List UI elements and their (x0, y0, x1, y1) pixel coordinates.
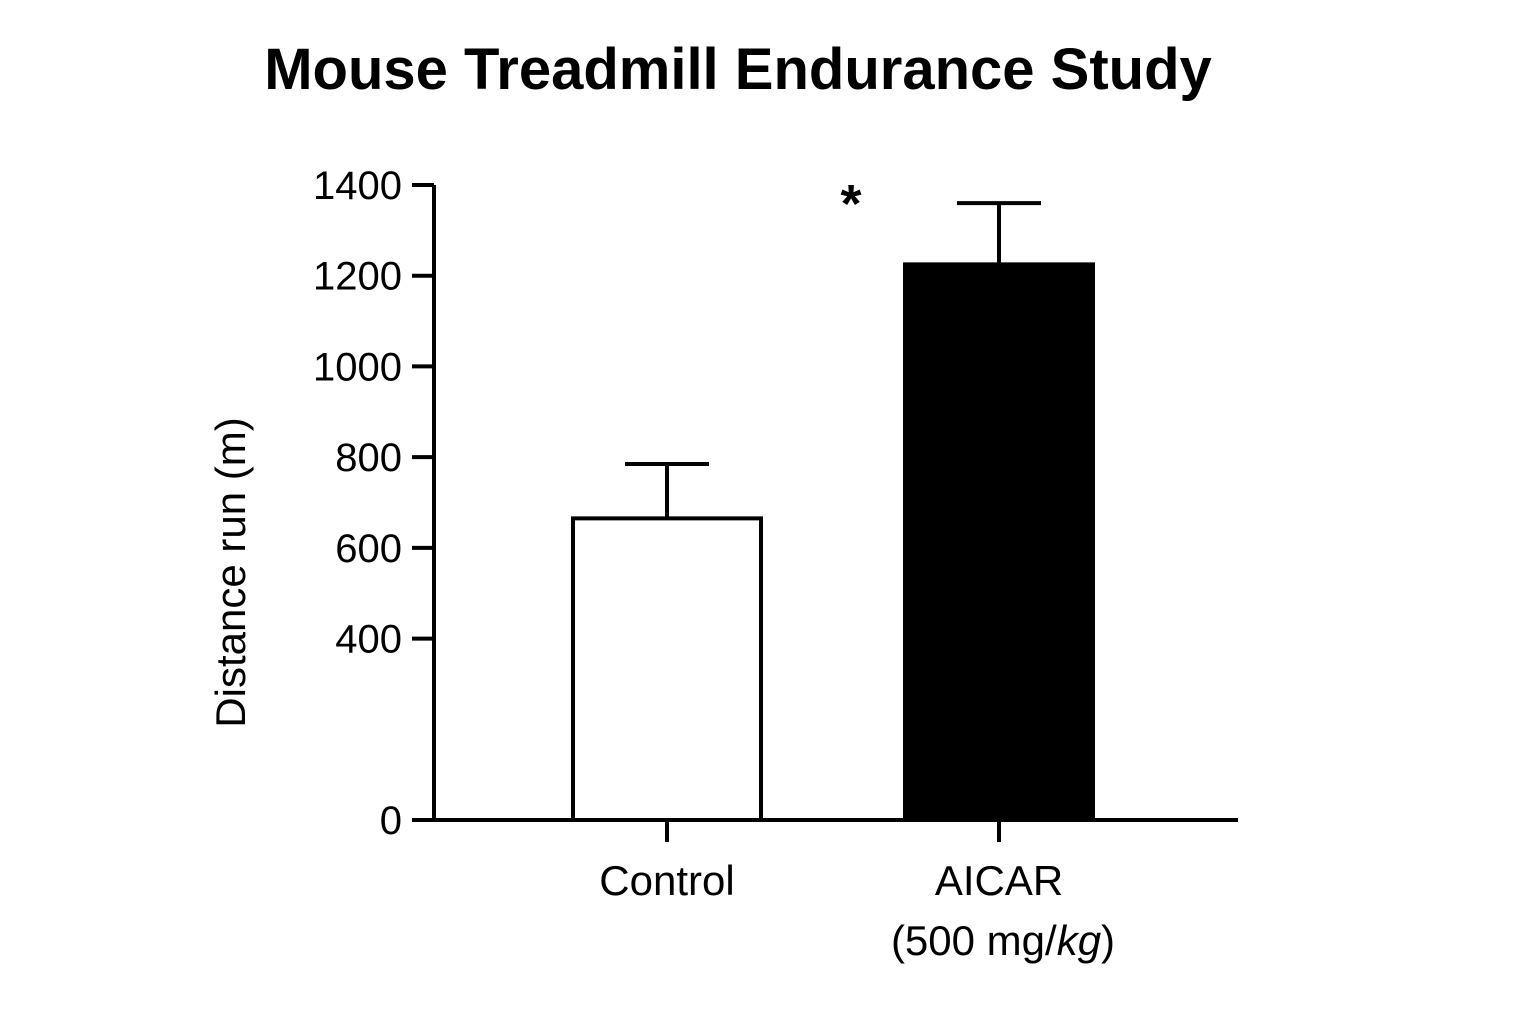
y-tick-label: 600 (335, 527, 402, 571)
y-tick-label: 1400 (313, 164, 402, 208)
y-axis-label: Distance run (m) (207, 417, 254, 727)
chart-title: Mouse Treadmill Endurance Study (264, 37, 1212, 102)
y-tick-label: 1200 (313, 255, 402, 299)
bar (571, 516, 763, 822)
x-category-label: AICAR (935, 857, 1063, 904)
x-category-sublabel-unit: kg (1057, 917, 1101, 964)
y-tick-label: 800 (335, 436, 402, 480)
significance-asterisk: * (840, 174, 861, 234)
x-category-sublabel-text: (500 mg/ (891, 917, 1057, 964)
y-tick-label: 0 (380, 799, 402, 843)
bar (903, 262, 1095, 822)
x-category-sublabel-close: ) (1101, 917, 1115, 964)
x-category-sublabel: (500 mg/kg) (891, 917, 1115, 964)
y-tick-label: 1000 (313, 345, 402, 389)
x-category-label: Control (599, 857, 734, 904)
y-tick-label: 400 (335, 618, 402, 662)
